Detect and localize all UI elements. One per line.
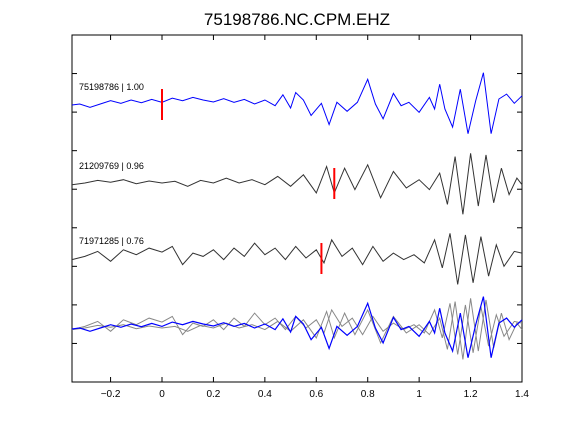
chart-title: 75198786.NC.CPM.EHZ bbox=[204, 10, 390, 29]
x-tick-label: 0.2 bbox=[206, 389, 220, 400]
y-tick-marks bbox=[72, 73, 522, 344]
trace-line-21209769 bbox=[71, 153, 523, 215]
x-tick-label: 0.8 bbox=[361, 389, 375, 400]
x-tick-label: 1.4 bbox=[515, 389, 529, 400]
x-tick-label: 0 bbox=[159, 389, 165, 400]
trace-lines bbox=[71, 72, 523, 285]
overlay-line-21209769 bbox=[71, 298, 523, 360]
trace-line-75198786 bbox=[71, 72, 523, 134]
axes-frame bbox=[71, 34, 523, 383]
trace-line-71971285 bbox=[71, 233, 523, 285]
x-axis-ticks: −0.2 0 0.2 0.4 0.6 0.8 1 1.2 1.4 bbox=[101, 35, 529, 400]
overlay-line-75198786 bbox=[71, 296, 523, 358]
trace-label-75198786: 75198786 | 1.00 bbox=[79, 82, 144, 92]
trace-labels: 75198786 | 1.00 21209769 | 0.96 71971285 |… bbox=[79, 82, 144, 246]
pick-markers bbox=[161, 89, 336, 274]
x-tick-label: 1.2 bbox=[464, 389, 478, 400]
x-tick-label: 0.6 bbox=[309, 389, 323, 400]
trace-label-71971285: 71971285 | 0.76 bbox=[79, 236, 144, 246]
x-tick-label: 0.4 bbox=[258, 389, 272, 400]
x-tick-label: 1 bbox=[416, 389, 422, 400]
x-tick-label: −0.2 bbox=[101, 389, 121, 400]
overlay-stack bbox=[71, 296, 523, 360]
overlay-line-71971285 bbox=[71, 303, 523, 355]
trace-label-21209769: 21209769 | 0.96 bbox=[79, 161, 144, 171]
plot-area: −0.2 0 0.2 0.4 0.6 0.8 1 1.2 1.4 75198786 | 1.00… bbox=[71, 34, 529, 400]
